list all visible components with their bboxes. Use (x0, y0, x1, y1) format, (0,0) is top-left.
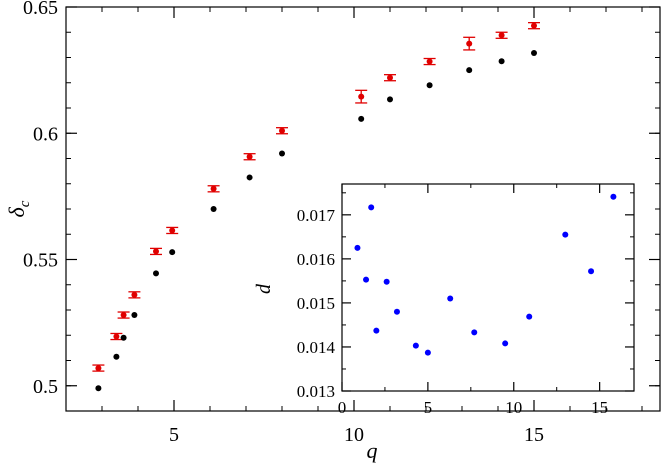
inset-plot-background (342, 184, 634, 391)
main-x-ticks: 5 10 15 (101, 7, 643, 446)
red-data-point (279, 127, 285, 134)
blue-data-point (373, 327, 380, 334)
blue-data-point (526, 313, 533, 320)
inset-x-tick-label: 10 (505, 398, 522, 417)
black-data-point (426, 82, 433, 89)
inset-y-ticks: 0.013 0.014 0.015 0.016 0.017 (297, 192, 634, 401)
black-data-point (466, 67, 473, 74)
blue-data-point (588, 268, 595, 275)
blue-data-point (354, 244, 361, 251)
inset-y-tick-label: 0.015 (297, 294, 335, 313)
inset-y-axis-label: d (253, 283, 275, 294)
red-data-point (498, 32, 505, 39)
black-data-point (358, 115, 365, 122)
main-y-tick-label: 0.5 (33, 376, 58, 398)
red-data-point (531, 22, 537, 29)
main-x-axis-label: q (367, 438, 378, 463)
inset-y-tick-label: 0.013 (297, 382, 335, 401)
main-y-axis-label-sub: c (17, 200, 33, 207)
black-data-point (153, 270, 159, 277)
red-data-point (210, 185, 217, 192)
main-x-tick-label: 15 (524, 424, 544, 446)
red-data-point (131, 291, 138, 298)
inset-y-tick-label: 0.017 (297, 206, 336, 225)
red-data-point (387, 74, 393, 81)
black-data-point (210, 206, 217, 212)
blue-data-point (562, 231, 569, 238)
red-data-point (95, 365, 102, 372)
main-data-points (92, 22, 540, 392)
main-x-tick-label: 10 (344, 424, 364, 446)
red-data-point (426, 58, 433, 65)
main-y-tick-label: 0.6 (33, 123, 58, 145)
main-y-ticks: 0.5 0.55 0.6 0.65 (23, 0, 660, 398)
black-data-point (113, 353, 120, 360)
main-y-axis-label: δc (4, 200, 33, 217)
main-y-tick-label: 0.55 (23, 250, 58, 272)
black-data-point (169, 249, 176, 256)
red-data-point (153, 248, 159, 255)
blue-data-point (502, 340, 509, 347)
blue-data-point (393, 308, 400, 315)
inset-y-tick-label: 0.014 (297, 338, 336, 357)
blue-data-point (383, 278, 390, 285)
red-data-point (169, 227, 176, 234)
black-data-point (279, 150, 285, 157)
blue-data-point (412, 342, 419, 349)
blue-data-point (447, 295, 454, 302)
inset-x-tick-label: 15 (591, 398, 608, 417)
black-data-point (131, 312, 138, 319)
red-data-point (120, 312, 127, 319)
blue-data-point (424, 349, 431, 356)
inset-x-ticks: 0 5 10 15 (338, 184, 608, 417)
main-y-tick-label: 0.65 (23, 0, 58, 19)
black-data-point (246, 174, 253, 181)
inset-x-tick-label: 0 (338, 398, 347, 417)
red-data-point (246, 153, 253, 160)
blue-data-point (363, 276, 370, 283)
red-data-point (113, 333, 120, 340)
red-data-point (466, 40, 473, 47)
red-data-point (358, 93, 365, 100)
black-data-point (387, 96, 393, 103)
black-data-point (531, 49, 537, 56)
inset-x-tick-label: 5 (424, 398, 433, 417)
inset-plot-frame (341, 183, 635, 392)
inset-y-tick-label: 0.016 (297, 250, 335, 269)
black-data-point (498, 58, 505, 65)
blue-data-point (368, 204, 375, 211)
main-y-axis-label-main: δ (4, 206, 29, 217)
blue-data-point (610, 193, 617, 200)
inset-data-points (354, 193, 617, 356)
black-data-point (95, 385, 102, 392)
black-data-point (120, 334, 127, 341)
blue-data-point (471, 329, 478, 336)
main-x-tick-label: 5 (169, 424, 179, 446)
